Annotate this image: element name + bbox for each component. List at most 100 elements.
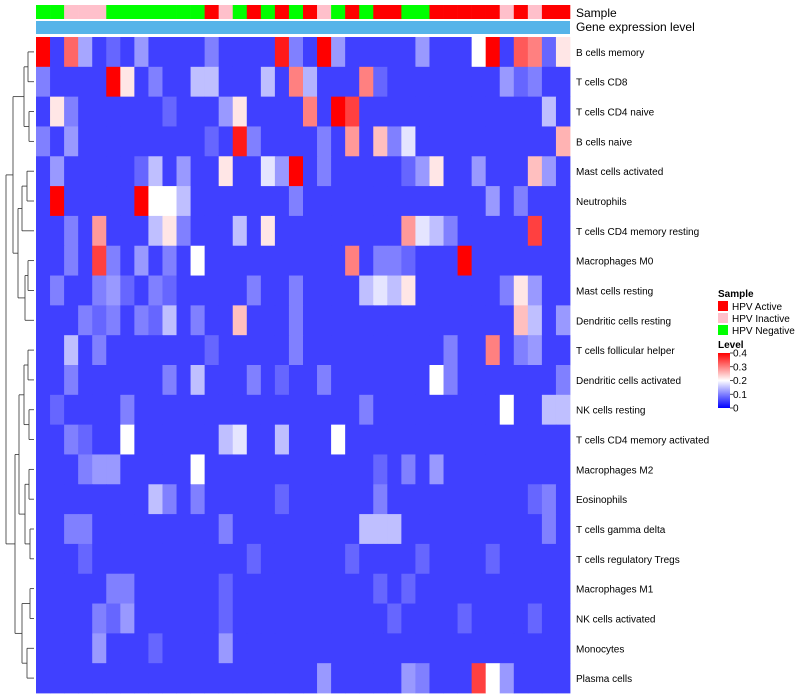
heatmap-cell <box>288 663 304 694</box>
heatmap-cell <box>471 394 487 426</box>
heatmap-cell <box>106 543 121 575</box>
heatmap-cell <box>541 96 557 127</box>
row-label: T cells CD8 <box>576 78 628 89</box>
heatmap-cell <box>64 66 79 98</box>
heatmap-cell <box>359 484 374 515</box>
heatmap-cell <box>317 365 332 396</box>
legend-tick-label: 0 <box>733 404 739 415</box>
heatmap-cell <box>457 484 473 515</box>
heatmap-cell <box>387 663 402 694</box>
heatmap-cell <box>176 454 191 485</box>
heatmap-cell <box>148 186 163 217</box>
heatmap-cell <box>36 454 51 485</box>
heatmap-cell <box>499 186 515 217</box>
heatmap-cell <box>288 543 304 575</box>
heatmap-cell <box>373 275 388 306</box>
heatmap-cell <box>218 663 234 694</box>
sample-annotation-cell <box>555 5 571 19</box>
heatmap-cell <box>246 96 262 127</box>
sample-annotation-cell <box>204 5 219 19</box>
heatmap-cell <box>499 514 515 545</box>
heatmap-cell <box>246 186 262 217</box>
heatmap-cell <box>527 126 543 157</box>
heatmap-cell <box>246 126 262 157</box>
heatmap-cell <box>36 305 51 336</box>
heatmap-cell <box>443 633 458 664</box>
heatmap-cell <box>232 424 248 455</box>
heatmap-cell <box>513 514 529 545</box>
heatmap-cell <box>415 484 430 515</box>
heatmap-cell <box>106 484 121 515</box>
heatmap-cell <box>415 543 430 575</box>
heatmap-cell <box>317 514 332 545</box>
heatmap-cell <box>134 394 149 426</box>
heatmap-cell <box>148 603 163 634</box>
heatmap-cell <box>443 245 458 276</box>
heatmap-cell <box>190 245 206 276</box>
heatmap-cell <box>401 37 416 68</box>
heatmap-cell <box>64 394 79 426</box>
heatmap-cell <box>401 543 416 575</box>
sample-annotation-cell <box>499 5 515 19</box>
row-label: Dendritic cells resting <box>576 316 671 327</box>
heatmap-cell <box>288 484 304 515</box>
heatmap-cell <box>303 514 318 545</box>
heatmap-cell <box>162 275 177 306</box>
legend-item-label: HPV Inactive <box>732 314 790 325</box>
heatmap-cell <box>457 454 473 485</box>
heatmap-cell <box>359 186 374 217</box>
heatmap-cell <box>485 424 501 455</box>
heatmap-cell <box>345 394 360 426</box>
heatmap-cell <box>120 365 135 396</box>
row-label: T cells follicular helper <box>576 346 675 357</box>
heatmap-cell <box>274 215 290 247</box>
heatmap-cell <box>50 424 65 455</box>
heatmap-cell <box>148 663 163 694</box>
heatmap-cell <box>64 603 79 634</box>
heatmap-cell <box>443 603 458 634</box>
heatmap-cell <box>443 394 458 426</box>
heatmap-cell <box>204 215 220 247</box>
heatmap-cell <box>190 424 206 455</box>
heatmap-cell <box>415 156 430 187</box>
heatmap-cell <box>176 365 191 396</box>
heatmap-cell <box>274 275 290 306</box>
heatmap-cell <box>260 394 276 426</box>
heatmap-cell <box>443 156 458 187</box>
heatmap-cell <box>92 126 107 157</box>
heatmap-cell <box>92 454 107 485</box>
heatmap-cell <box>457 543 473 575</box>
heatmap-cell <box>120 514 135 545</box>
heatmap-cell <box>331 454 346 485</box>
heatmap-cell <box>274 186 290 217</box>
heatmap-cell <box>317 215 332 247</box>
heatmap-cell <box>303 305 318 336</box>
row-label: Plasma cells <box>576 674 632 685</box>
heatmap-cell <box>288 424 304 455</box>
heatmap-cell <box>373 96 388 127</box>
heatmap-cell <box>345 96 360 127</box>
heatmap-cell <box>359 365 374 396</box>
heatmap-cell <box>190 275 206 306</box>
heatmap-cell <box>317 96 332 127</box>
heatmap-cell <box>401 245 416 276</box>
heatmap-cell <box>190 663 206 694</box>
heatmap-cell <box>415 424 430 455</box>
annotation-label-gene-expression: Gene expression level <box>576 20 695 34</box>
heatmap-cell <box>359 514 374 545</box>
heatmap-cell <box>148 514 163 545</box>
heatmap-cell <box>429 484 444 515</box>
heatmap-cell <box>317 543 332 575</box>
heatmap-cell <box>134 663 149 694</box>
heatmap-cell <box>232 96 248 127</box>
heatmap-cell <box>162 245 177 276</box>
heatmap-cell <box>513 603 529 634</box>
annotation-label-sample: Sample <box>576 6 617 20</box>
heatmap-cell <box>232 543 248 575</box>
heatmap-cell <box>471 663 487 694</box>
heatmap-cell <box>288 37 304 68</box>
sample-annotation-cell <box>429 5 444 19</box>
heatmap-cell <box>50 454 65 485</box>
heatmap-cell <box>288 365 304 396</box>
